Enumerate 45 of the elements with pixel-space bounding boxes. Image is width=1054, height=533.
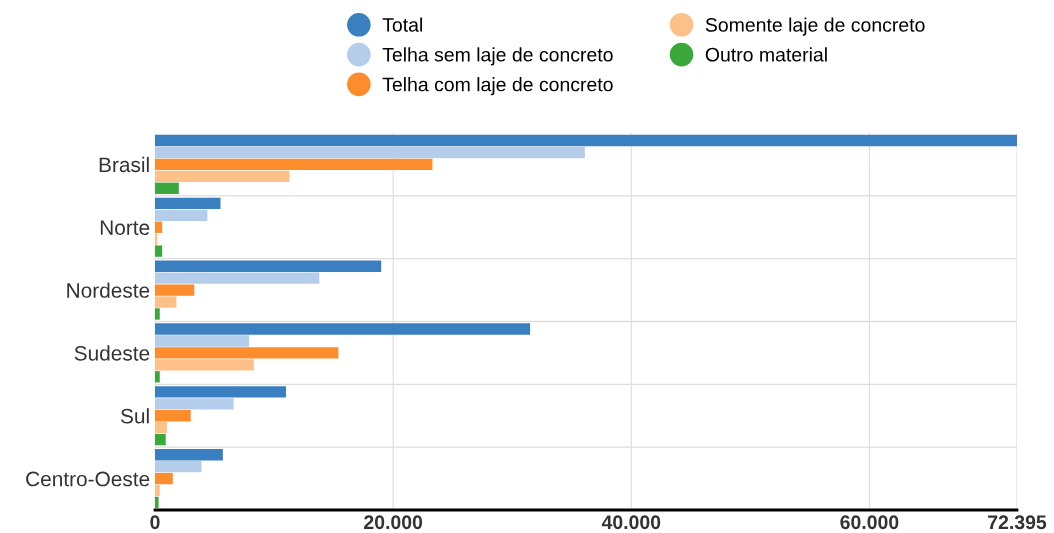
bar [155,449,223,461]
bar [155,323,531,335]
legend-label: Outro material [705,47,827,62]
bar [155,371,160,383]
y-tick-label: Sul [120,408,149,424]
bar [155,272,320,284]
x-tick-label: 72.395 [988,515,1047,530]
bar [155,284,195,296]
y-tick-label: Brasil [99,156,149,173]
bar [155,386,286,398]
bar [155,410,191,422]
legend-label: Telha com laje de concreto [382,77,613,96]
bar [155,209,208,221]
bar [155,221,163,233]
x-tick-label: 40.000 [601,515,661,530]
bar [155,335,250,347]
bar [155,170,290,183]
bar [155,197,221,210]
y-tick-label: Nordeste [67,282,150,298]
bar [155,460,202,473]
y-tick-label: Norte [100,220,150,235]
y-tick-label: Centro-Oeste [26,471,150,487]
bar [155,359,254,371]
bar [155,245,163,257]
x-tick-label: 60.000 [840,515,899,530]
bar [155,496,159,509]
bar [155,422,167,434]
bar [155,158,433,171]
bar [155,260,382,272]
bar [155,296,177,308]
bar [155,134,1017,147]
bar [155,146,585,159]
bar [155,433,166,446]
x-tick-label: 20.000 [364,515,423,530]
bar [155,484,160,497]
legend-label: Telha sem laje de concreto [382,47,613,66]
x-tick-label: 0 [150,515,160,530]
bar [155,398,234,410]
y-tick-label: Sudeste [74,345,150,361]
legend-label: Total [382,17,422,32]
bar [155,308,160,320]
legend-label: Somente laje de concreto [705,17,925,36]
bar [155,472,173,485]
bar [155,182,179,194]
bar [155,347,339,359]
